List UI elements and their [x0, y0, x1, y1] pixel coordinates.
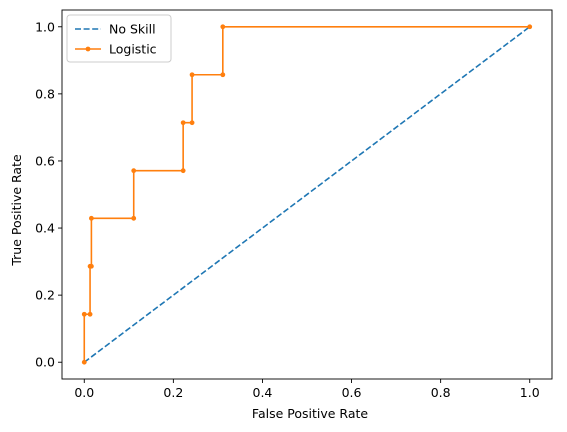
- x-axis-label: False Positive Rate: [252, 406, 368, 421]
- x-tick-label: 0.2: [163, 385, 183, 400]
- series-point-logistic: [220, 72, 226, 78]
- y-tick-label: 0.8: [35, 86, 55, 101]
- series-point-logistic: [220, 24, 226, 30]
- x-tick-label: 0.6: [342, 385, 362, 400]
- series-point-logistic: [180, 120, 186, 126]
- series-point-logistic: [81, 359, 87, 365]
- y-axis-label: True Positive Rate: [9, 154, 24, 267]
- y-tick-label: 0.0: [35, 355, 55, 370]
- legend-label-no-skill: No Skill: [109, 22, 156, 37]
- x-tick-label: 1.0: [520, 385, 540, 400]
- x-tick-label: 0.0: [74, 385, 94, 400]
- y-tick-label: 0.2: [35, 288, 55, 303]
- y-tick-label: 0.4: [35, 221, 55, 236]
- series-line-no-skill: [83, 26, 531, 363]
- series-point-logistic: [189, 120, 195, 126]
- series-point-logistic: [89, 263, 94, 269]
- series-point-logistic: [527, 24, 533, 30]
- x-tick-label: 0.4: [253, 385, 273, 400]
- series-point-logistic: [131, 215, 137, 221]
- y-tick-label: 1.0: [35, 19, 55, 34]
- series-point-logistic: [180, 168, 186, 174]
- axes-layer: 0.0 0.2 0.4 0.6 0.8 1.0 0.0 0.2 0.4 0.6 0.8 1.0: [35, 9, 553, 400]
- y-tick-label: 0.6: [35, 153, 55, 168]
- series-point-logistic: [189, 72, 195, 78]
- legend-marker-logistic: [85, 46, 91, 52]
- plot-frame: [61, 9, 553, 380]
- legend-box: [66, 14, 172, 63]
- series-point-logistic: [81, 311, 87, 317]
- legend: No Skill Logistic: [66, 14, 172, 63]
- plot-layer: [81, 24, 533, 365]
- legend-label-logistic: Logistic: [109, 42, 157, 57]
- series-point-logistic: [89, 215, 94, 221]
- x-tick-label: 0.8: [431, 385, 451, 400]
- series-point-logistic: [131, 168, 137, 174]
- series-point-logistic: [87, 311, 93, 317]
